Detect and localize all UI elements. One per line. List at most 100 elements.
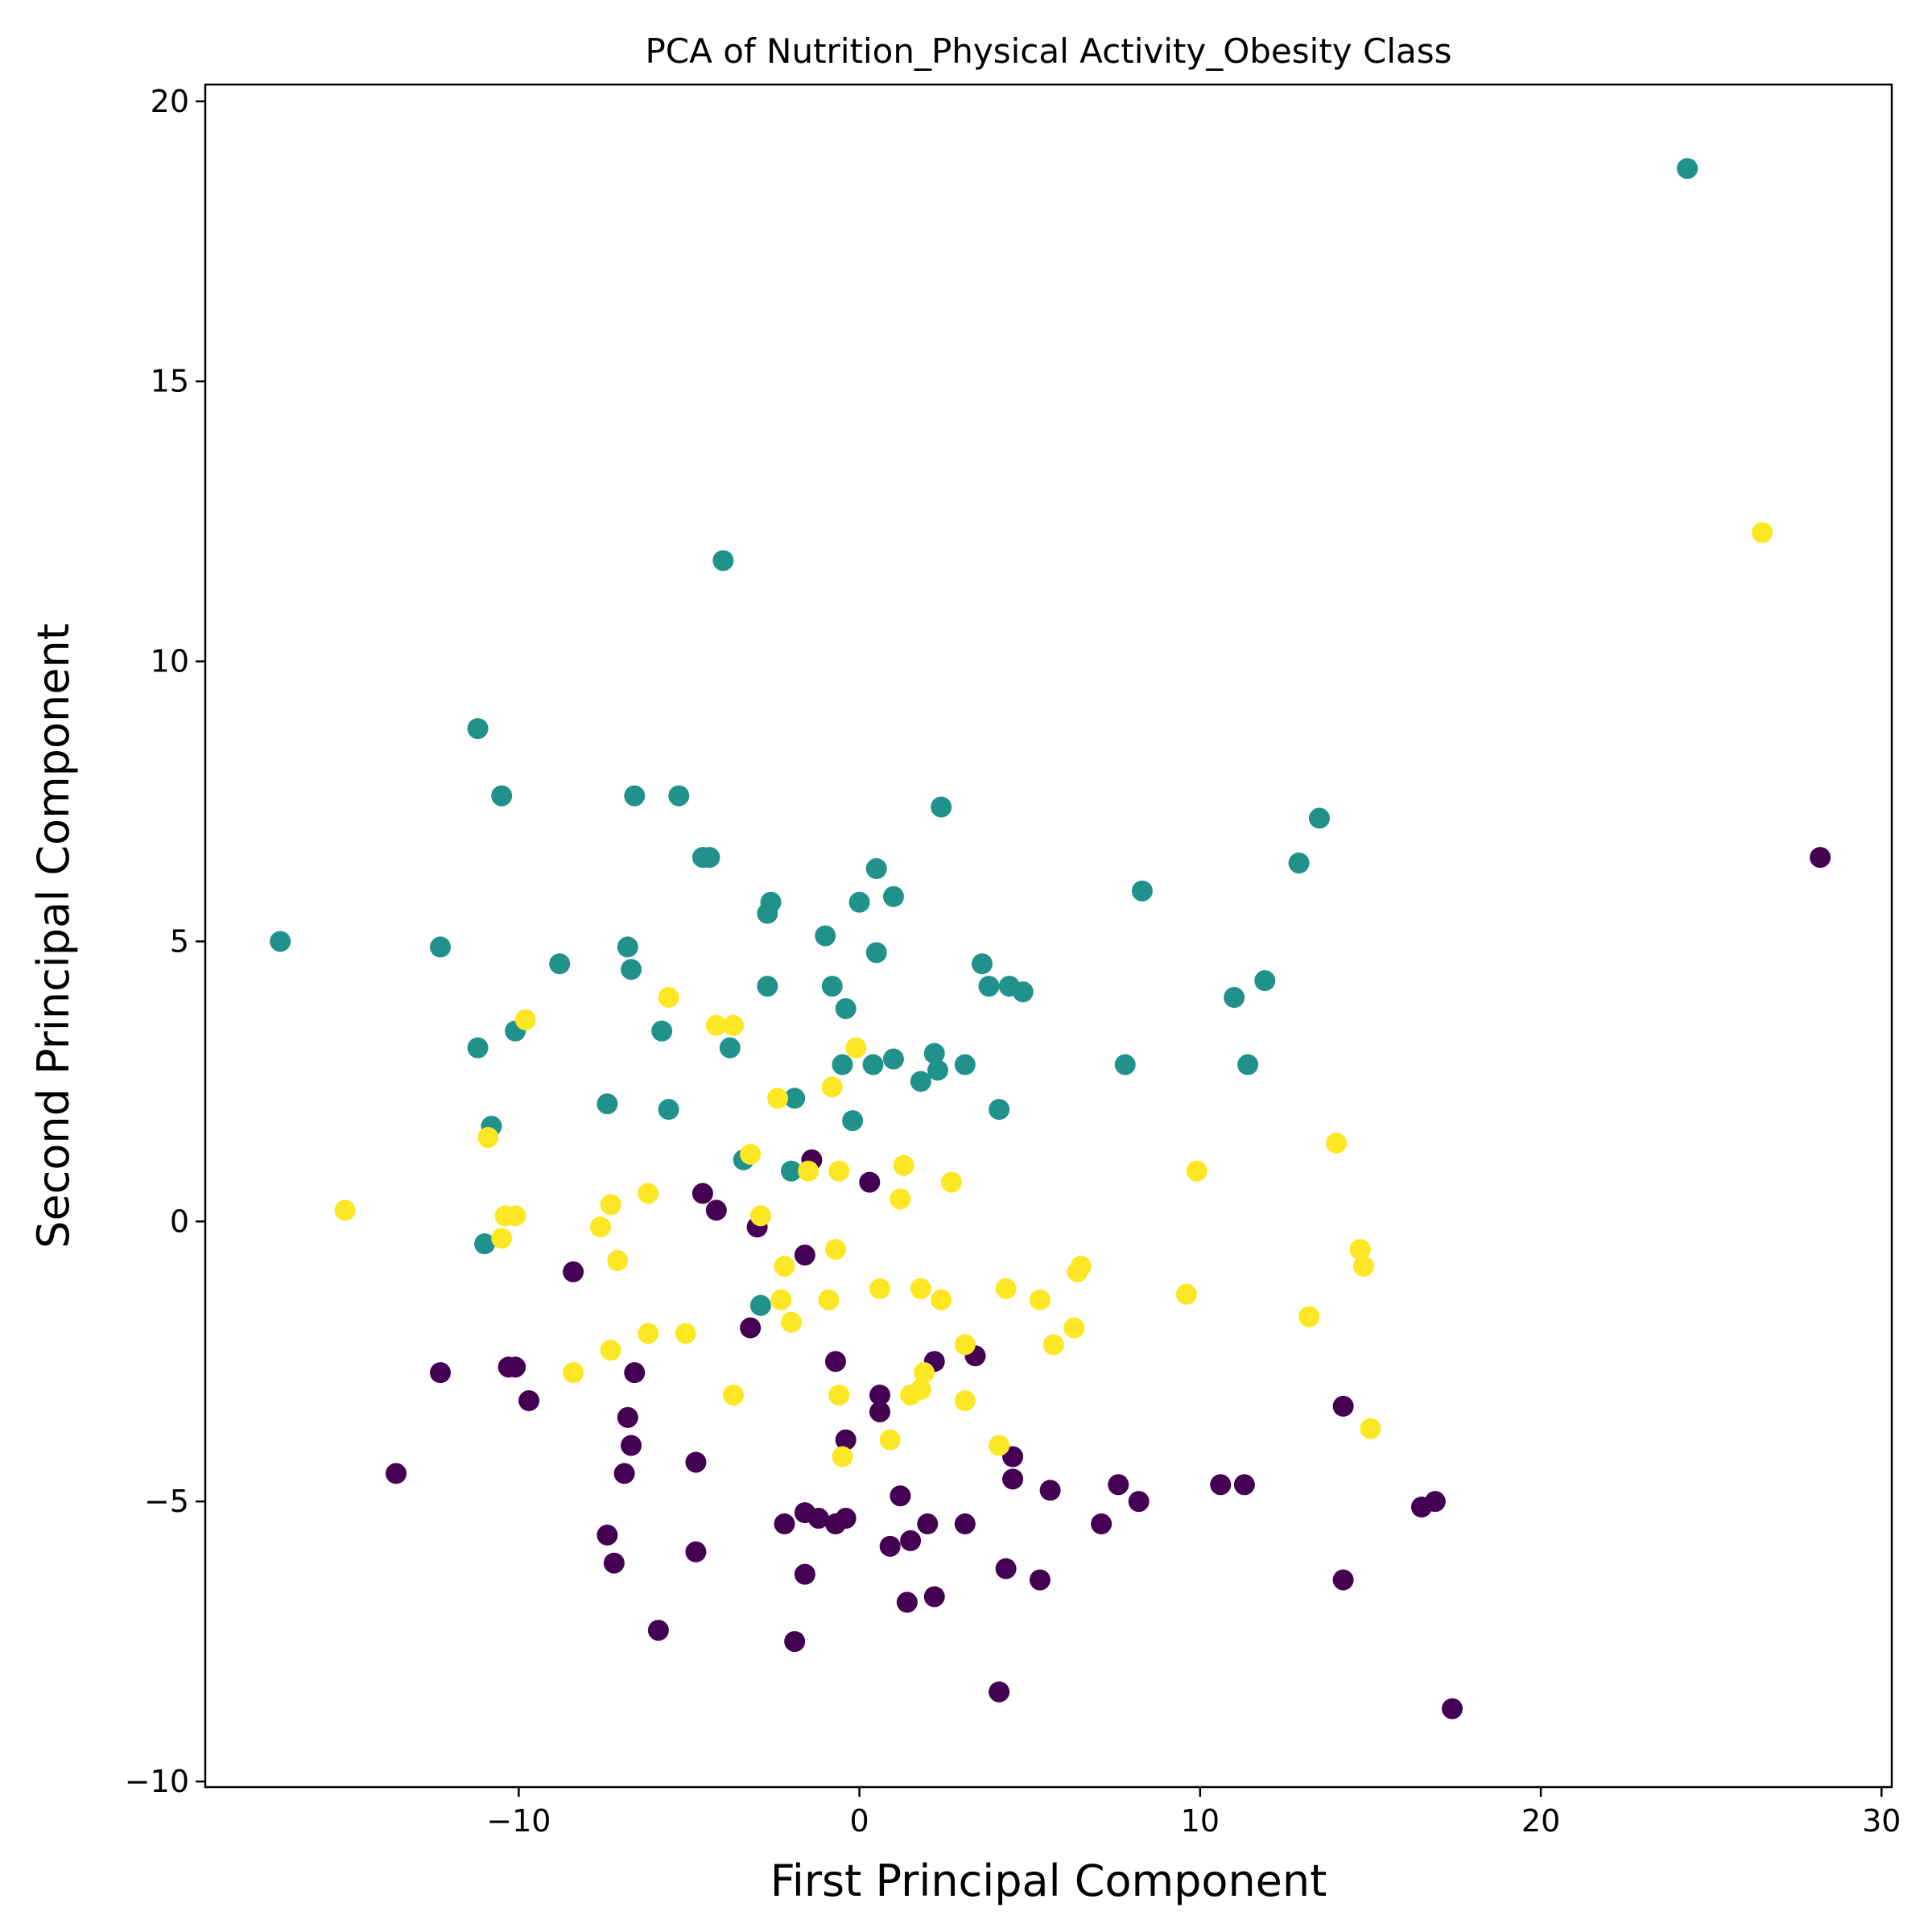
data-point (770, 1289, 792, 1311)
data-point (1091, 1513, 1113, 1535)
data-point (807, 1508, 829, 1530)
data-point (995, 1558, 1017, 1579)
data-point (931, 1289, 952, 1311)
data-point (821, 1076, 843, 1098)
data-point (691, 1183, 713, 1204)
data-point (647, 1620, 669, 1641)
data-point (518, 1389, 540, 1411)
data-point (467, 718, 489, 740)
data-point (1332, 1569, 1354, 1591)
data-point (890, 1188, 911, 1210)
data-point (893, 1154, 914, 1176)
data-point (607, 1250, 629, 1272)
x-tick-label: −10 (486, 1803, 551, 1839)
data-point (719, 1037, 741, 1059)
data-point (477, 1126, 499, 1148)
data-point (589, 1216, 611, 1238)
data-point (1114, 1054, 1136, 1075)
data-point (818, 1289, 840, 1311)
data-point (774, 1513, 795, 1535)
data-point (815, 925, 836, 947)
data-point (514, 1009, 536, 1030)
y-tick-label: −10 (125, 1764, 189, 1799)
data-point (865, 858, 887, 880)
data-point (658, 1099, 679, 1121)
data-point (784, 1631, 806, 1653)
data-point (794, 1563, 815, 1585)
data-point (621, 959, 642, 980)
data-point (668, 785, 690, 807)
data-point (828, 1160, 850, 1182)
x-axis: −10 0 10 20 30 (486, 1787, 1901, 1839)
data-point (1677, 158, 1699, 180)
data-point (865, 942, 887, 964)
chart-title: PCA of Nutrition_Physical Activity_Obesi… (645, 31, 1451, 71)
data-point (1424, 1491, 1446, 1513)
data-point (1224, 987, 1245, 1009)
data-point (882, 886, 904, 907)
data-point (651, 1020, 673, 1042)
data-point (1360, 1418, 1381, 1439)
data-point (600, 1340, 621, 1361)
data-point (1039, 1480, 1061, 1501)
data-point (617, 1406, 638, 1428)
data-point (1233, 1474, 1255, 1496)
data-point (1810, 847, 1831, 869)
data-point (835, 1429, 857, 1451)
data-point (1070, 1255, 1092, 1277)
y-tick-label: 10 (151, 644, 189, 679)
data-point (1029, 1289, 1051, 1311)
data-point (842, 1110, 864, 1132)
data-point (705, 1199, 727, 1221)
data-point (386, 1463, 407, 1484)
data-point (638, 1183, 659, 1204)
data-point (794, 1245, 815, 1266)
data-point (835, 1508, 857, 1530)
data-point (1254, 970, 1276, 992)
data-point (1002, 1468, 1024, 1490)
data-point (954, 1513, 976, 1535)
data-point (917, 1513, 939, 1535)
data-point (563, 1261, 584, 1282)
data-point (1308, 807, 1330, 829)
data-point (1128, 1491, 1150, 1513)
y-axis: −10 −5 0 5 10 15 20 (125, 84, 205, 1799)
data-point (774, 1255, 795, 1277)
data-point (780, 1311, 802, 1333)
data-point (862, 1054, 884, 1075)
data-point (1042, 1334, 1064, 1356)
data-point (845, 1037, 867, 1059)
data-point (474, 1233, 496, 1255)
data-point (896, 1591, 918, 1613)
x-tick-label: 0 (850, 1803, 869, 1839)
data-point (971, 953, 993, 975)
data-point (638, 1323, 659, 1344)
data-point (740, 1143, 762, 1165)
data-point (954, 1389, 976, 1411)
data-point (1012, 981, 1034, 1003)
data-point (658, 987, 679, 1009)
y-tick-label: 5 (170, 923, 189, 959)
data-point (940, 1171, 962, 1193)
data-point (1288, 852, 1310, 874)
data-point (757, 976, 778, 997)
data-point (723, 1014, 745, 1036)
data-point (491, 1228, 513, 1249)
data-point (890, 1485, 911, 1507)
data-point (835, 997, 857, 1019)
data-point (995, 1278, 1017, 1299)
data-point (931, 796, 952, 818)
data-point (617, 936, 638, 958)
y-tick-label: 0 (170, 1203, 189, 1239)
data-point (869, 1278, 890, 1299)
data-point (848, 891, 870, 913)
x-tick-label: 30 (1862, 1803, 1901, 1839)
data-point (832, 1054, 853, 1075)
data-point (780, 1160, 802, 1182)
data-point (740, 1317, 762, 1339)
data-point (505, 1356, 526, 1378)
data-point (685, 1451, 707, 1473)
data-point (767, 1088, 789, 1109)
data-point (879, 1429, 901, 1451)
data-point (824, 1239, 846, 1261)
